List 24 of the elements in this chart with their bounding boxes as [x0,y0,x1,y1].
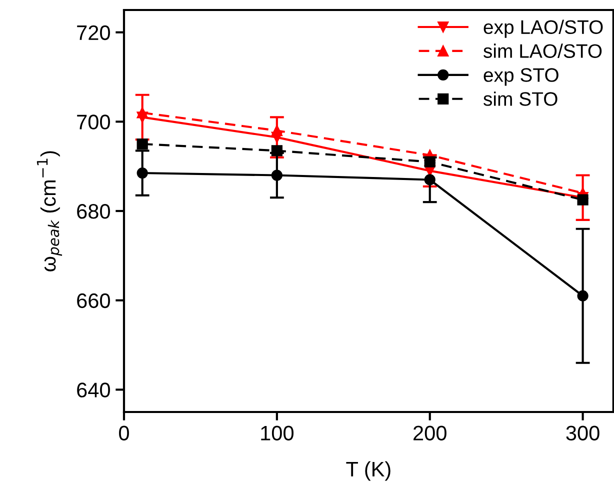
point [136,107,148,118]
point [136,138,148,150]
point [424,156,436,168]
y-tick-label: 640 [77,382,110,398]
point [271,145,282,156]
x-tick-label: 0 [119,426,129,440]
point [271,125,282,136]
y-tick-label: 700 [77,114,110,130]
x-axis-title: T (K) [346,461,390,481]
y-tick-label: 720 [77,25,110,40]
point [577,290,588,302]
legend-label: sim STO [484,92,558,106]
legend-label: exp STO [484,68,558,86]
x-tick-label: 200 [414,426,446,440]
y-tick-label: 660 [77,293,110,308]
point [271,170,282,181]
y-axis-title: ω$_{peak}$ (cm$^{−1}$) [36,151,62,272]
x-tick-label: 100 [261,426,294,440]
y-tick-label: 680 [77,204,110,219]
point [136,167,148,179]
legend-label: exp LAO/STO [484,20,603,38]
legend-label: sim LAO/STO [484,44,602,58]
x-tick-label: 300 [566,426,600,440]
point [424,174,436,186]
